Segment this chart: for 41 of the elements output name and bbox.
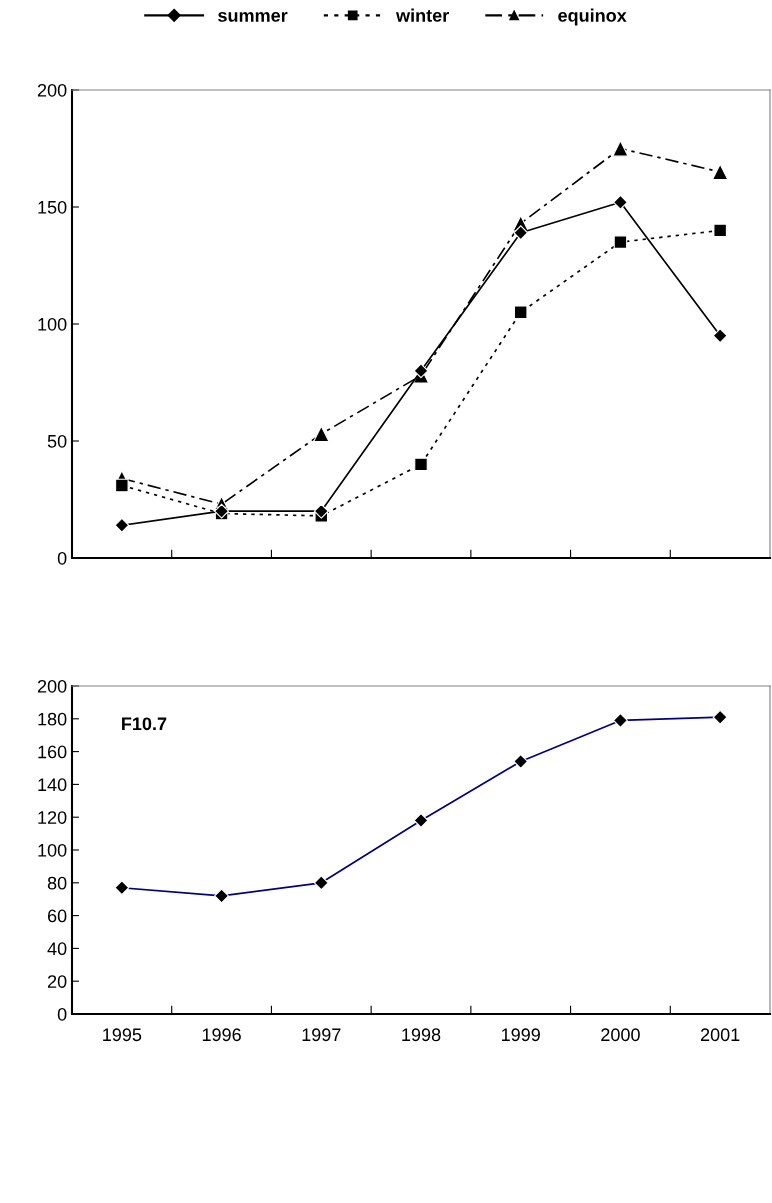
legend-label: winter xyxy=(395,8,449,22)
legend-label: equinox xyxy=(558,8,627,26)
annotation: F10.7 xyxy=(122,717,167,731)
point xyxy=(613,235,628,249)
point xyxy=(115,478,129,493)
y-tick-label: 180 xyxy=(38,712,67,726)
y-tick-label: 120 xyxy=(38,811,67,824)
x-tick-label: 1996 xyxy=(202,1028,241,1042)
y-tick-label: 200 xyxy=(37,679,67,693)
x-tick-label: 1999 xyxy=(502,1028,540,1042)
x-tick-label: 2001 xyxy=(700,1028,740,1042)
x-tick-label: 1998 xyxy=(402,1028,441,1042)
point xyxy=(513,225,529,241)
x-tick-label: 2000 xyxy=(601,1028,640,1042)
y-tick-label: 140 xyxy=(38,778,67,792)
point xyxy=(114,517,130,533)
point xyxy=(712,328,728,344)
x-tick-label: 1995 xyxy=(103,1028,142,1042)
point xyxy=(414,457,428,472)
y-tick-label: 160 xyxy=(38,745,67,759)
y-tick-label: 0 xyxy=(57,1007,67,1021)
y-tick-label: 80 xyxy=(47,876,67,890)
point xyxy=(413,363,429,379)
y-tick-label: 100 xyxy=(38,843,67,857)
y-tick-label: 50 xyxy=(47,434,67,448)
legend-label: summer xyxy=(218,11,288,22)
y-tick-label: 100 xyxy=(38,317,67,331)
y-tick-label: 20 xyxy=(47,975,67,988)
y-tick-label: 60 xyxy=(47,909,67,923)
point xyxy=(711,163,729,181)
point xyxy=(513,305,528,320)
y-tick-label: 40 xyxy=(47,942,67,956)
point xyxy=(612,194,628,210)
y-tick-label: 150 xyxy=(38,200,67,214)
point xyxy=(313,425,330,443)
y-tick-label: 0 xyxy=(57,551,67,565)
y-tick-label: 200 xyxy=(37,83,67,97)
point xyxy=(612,140,629,157)
point xyxy=(713,223,727,238)
x-tick-label: 1997 xyxy=(302,1028,341,1042)
point xyxy=(313,503,329,519)
